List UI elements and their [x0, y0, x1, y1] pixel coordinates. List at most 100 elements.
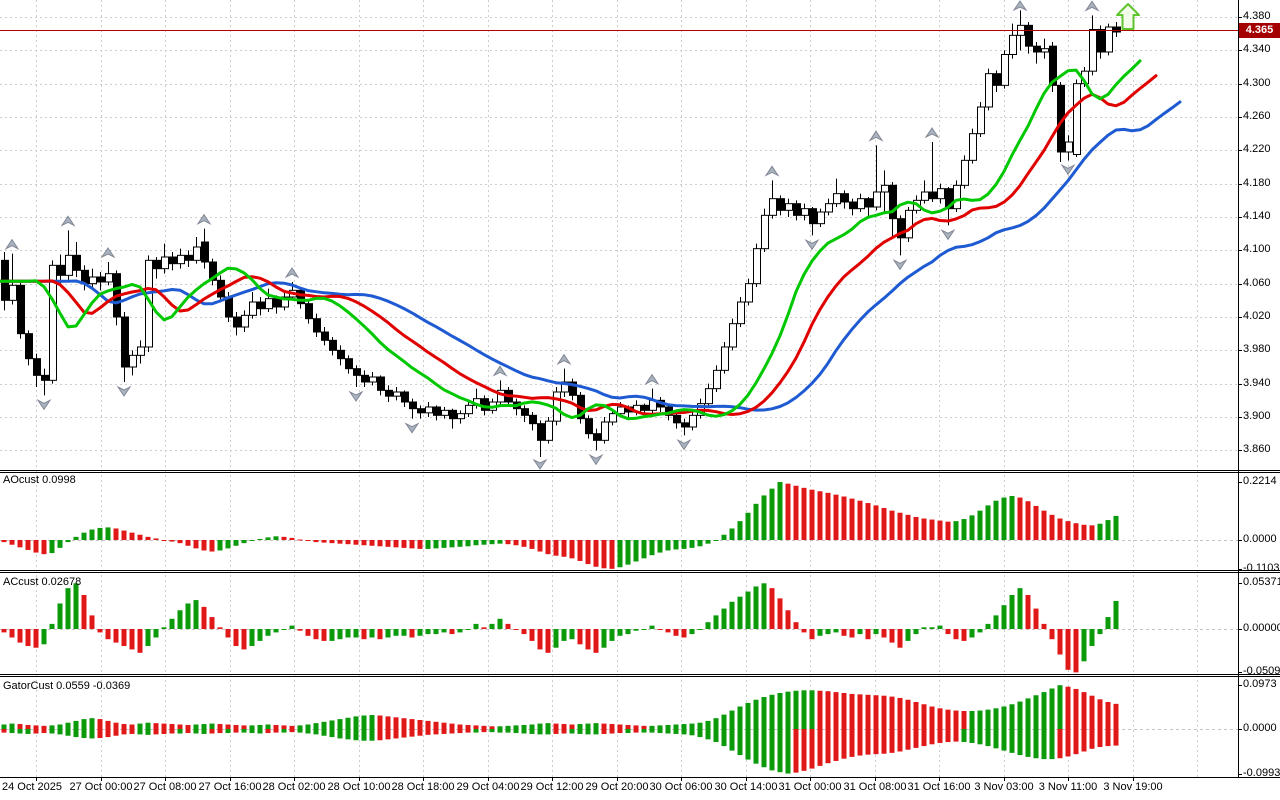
histogram-bar: [841, 728, 847, 759]
fractal-up-icon: [556, 353, 572, 365]
histogram-bar: [497, 539, 503, 544]
histogram-bar: [849, 628, 855, 638]
histogram-bar: [865, 628, 871, 640]
candle-bear: [569, 381, 577, 396]
buy-signal-arrow-icon: [1116, 3, 1140, 30]
histogram-bar: [321, 539, 327, 543]
histogram-bar: [161, 723, 167, 729]
candle-bull: [617, 406, 625, 415]
fractal-up-icon: [284, 267, 300, 279]
time-axis-label: 30 Oct 06:00: [649, 781, 713, 793]
histogram-bar: [857, 628, 863, 635]
histogram-bar: [1049, 514, 1055, 540]
histogram-bar: [793, 622, 799, 629]
histogram-bar: [785, 691, 791, 729]
histogram-bar: [289, 537, 295, 540]
histogram-bar: [1017, 701, 1023, 729]
histogram-bar: [561, 724, 567, 729]
histogram-bar: [585, 628, 591, 650]
histogram-bar: [1097, 628, 1103, 635]
histogram-bar: [849, 498, 855, 540]
histogram-bar: [713, 539, 719, 541]
histogram-bar: [889, 696, 895, 729]
candle-bull: [769, 198, 777, 216]
histogram-bar: [329, 539, 335, 544]
histogram-bar: [289, 725, 295, 729]
histogram-bar: [1073, 688, 1079, 729]
fractal-down-icon: [36, 399, 52, 411]
histogram-bar: [561, 539, 567, 557]
histogram-bar: [993, 708, 999, 729]
histogram-bar: [313, 539, 319, 543]
candle-bear: [849, 201, 857, 210]
candle-bull: [161, 256, 169, 270]
histogram-bar: [273, 536, 279, 540]
histogram-bar: [153, 538, 159, 540]
indicator-axis-label: 0.00000: [1243, 622, 1280, 634]
candle-bear: [793, 203, 801, 216]
histogram-bar: [193, 539, 199, 549]
histogram-bar: [497, 618, 503, 629]
histogram-bar: [337, 628, 343, 640]
histogram-bar: [353, 628, 359, 638]
candle-bull: [393, 391, 401, 397]
price-axis-label: 4.020: [1243, 310, 1271, 322]
histogram-bar: [801, 487, 807, 540]
histogram-bar: [337, 539, 343, 544]
histogram-bar: [985, 505, 991, 540]
histogram-bar: [385, 728, 391, 740]
histogram-bar: [265, 728, 271, 734]
candle-bull: [953, 184, 961, 210]
histogram-bar: [929, 728, 935, 745]
fractals-layer: [4, 0, 1100, 470]
histogram-bar: [209, 723, 215, 729]
histogram-bar: [353, 539, 359, 545]
histogram-bar: [1033, 505, 1039, 540]
histogram-bar: [801, 690, 807, 729]
candle-bear: [153, 259, 161, 270]
histogram-bar: [161, 627, 167, 629]
histogram-bar: [873, 505, 879, 540]
histogram-bar: [161, 539, 167, 541]
candle-bull: [985, 73, 993, 108]
histogram-bar: [41, 728, 47, 734]
histogram-bar: [913, 516, 919, 540]
candle-bear: [185, 254, 193, 261]
candle-bear: [1033, 45, 1041, 53]
histogram-bar: [977, 510, 983, 540]
histogram-bar: [433, 728, 439, 735]
ac-histogram: [1, 583, 1119, 673]
time-axis-label: 27 Oct 08:00: [133, 781, 197, 793]
histogram-bar: [17, 628, 23, 643]
histogram-bar: [465, 628, 471, 630]
histogram-bar: [105, 728, 111, 738]
histogram-bar: [329, 720, 335, 729]
candle-bear: [809, 208, 817, 225]
histogram-bar: [1057, 685, 1063, 729]
histogram-bar: [17, 539, 23, 548]
histogram-bar: [705, 728, 711, 740]
histogram-bar: [753, 728, 759, 764]
histogram-bar: [777, 728, 783, 773]
histogram-bar: [409, 539, 415, 549]
histogram-bar: [329, 728, 335, 738]
histogram-bar: [473, 539, 479, 546]
histogram-bar: [217, 539, 223, 551]
histogram-bar: [977, 710, 983, 729]
histogram-bar: [297, 725, 303, 729]
histogram-bar: [25, 728, 31, 734]
fractal-up-icon: [644, 373, 660, 385]
candle-bull: [65, 254, 73, 276]
histogram-bar: [977, 728, 983, 745]
candle-bear: [593, 433, 601, 441]
histogram-bar: [1105, 728, 1111, 747]
histogram-bar: [1057, 728, 1063, 759]
histogram-bar: [313, 723, 319, 729]
fractal-down-icon: [116, 385, 132, 397]
histogram-bar: [361, 628, 367, 640]
indicator-axis-label: 0.2214: [1243, 475, 1277, 487]
histogram-bar: [617, 724, 623, 729]
candle-bear: [345, 358, 353, 370]
histogram-bar: [721, 728, 727, 747]
